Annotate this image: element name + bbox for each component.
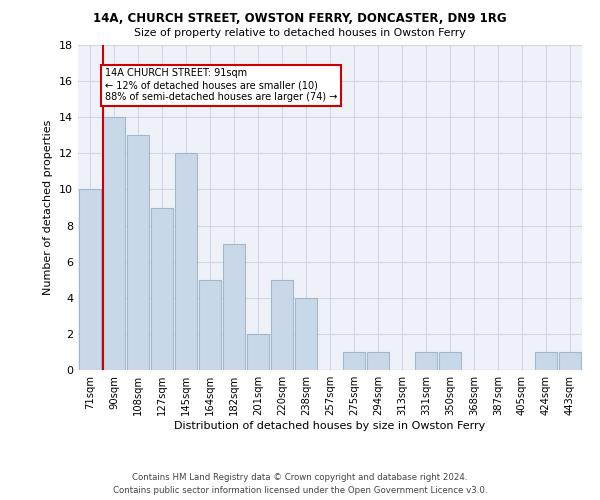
- Bar: [127, 136, 149, 370]
- Y-axis label: Number of detached properties: Number of detached properties: [43, 120, 53, 295]
- Bar: [103, 117, 125, 370]
- Bar: [535, 352, 557, 370]
- Bar: [175, 154, 197, 370]
- Text: Contains HM Land Registry data © Crown copyright and database right 2024.
Contai: Contains HM Land Registry data © Crown c…: [113, 474, 487, 495]
- Bar: [199, 280, 221, 370]
- Text: 14A CHURCH STREET: 91sqm
← 12% of detached houses are smaller (10)
88% of semi-d: 14A CHURCH STREET: 91sqm ← 12% of detach…: [105, 68, 337, 102]
- Bar: [439, 352, 461, 370]
- X-axis label: Distribution of detached houses by size in Owston Ferry: Distribution of detached houses by size …: [175, 421, 485, 431]
- Bar: [559, 352, 581, 370]
- Bar: [343, 352, 365, 370]
- Bar: [247, 334, 269, 370]
- Text: 14A, CHURCH STREET, OWSTON FERRY, DONCASTER, DN9 1RG: 14A, CHURCH STREET, OWSTON FERRY, DONCAS…: [93, 12, 507, 26]
- Bar: [151, 208, 173, 370]
- Bar: [271, 280, 293, 370]
- Bar: [415, 352, 437, 370]
- Bar: [367, 352, 389, 370]
- Bar: [223, 244, 245, 370]
- Bar: [295, 298, 317, 370]
- Text: Size of property relative to detached houses in Owston Ferry: Size of property relative to detached ho…: [134, 28, 466, 38]
- Bar: [79, 190, 101, 370]
